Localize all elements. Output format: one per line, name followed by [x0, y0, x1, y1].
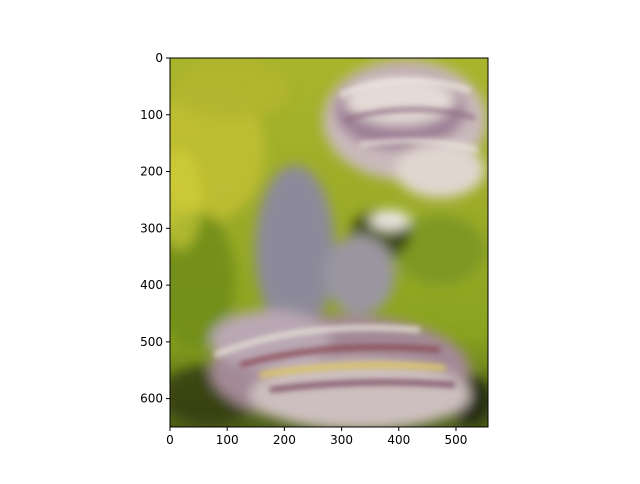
x-axis: 0 100 200 300 400 500	[166, 427, 467, 447]
x-tick-label: 500	[445, 433, 468, 447]
x-tick-label: 200	[273, 433, 296, 447]
y-tick-label: 200	[140, 165, 163, 179]
y-tick-label: 0	[155, 51, 163, 65]
x-tick-label: 0	[166, 433, 174, 447]
x-tick-label: 400	[387, 433, 410, 447]
x-tick-label: 300	[330, 433, 353, 447]
axes-frame	[169, 57, 489, 428]
y-axis: 0 100 200 300 400 500 600	[140, 51, 170, 406]
y-tick-label: 100	[140, 108, 163, 122]
x-tick-label: 100	[216, 433, 239, 447]
y-tick-label: 500	[140, 335, 163, 349]
y-tick-label: 400	[140, 278, 163, 292]
y-tick-label: 300	[140, 221, 163, 235]
y-tick-label: 600	[140, 392, 163, 406]
mushroom-photo	[170, 58, 488, 427]
